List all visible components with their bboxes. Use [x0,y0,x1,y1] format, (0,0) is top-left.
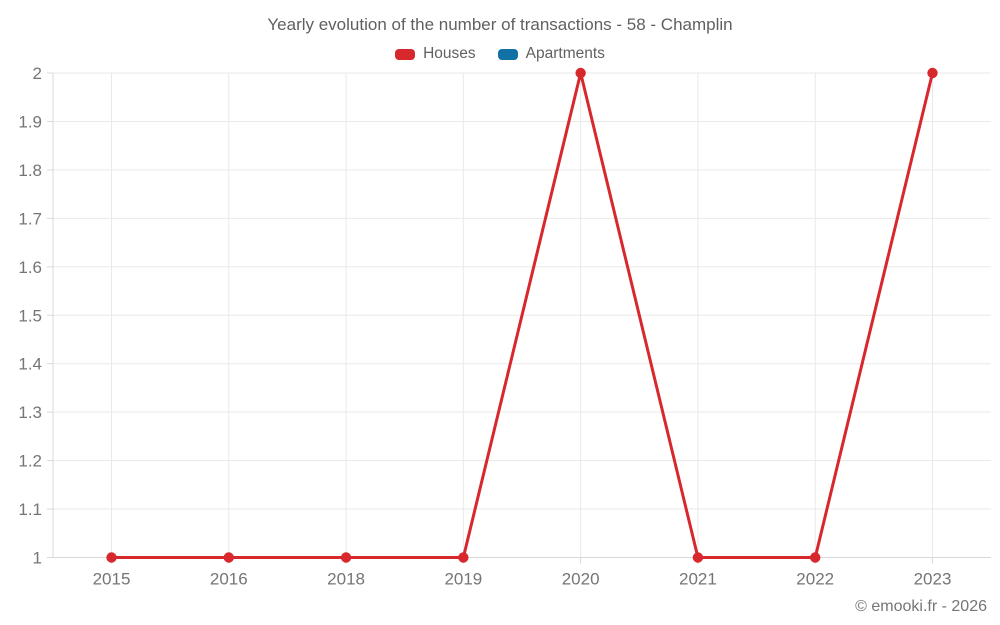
data-point-houses-2020 [575,67,586,79]
x-tick-label: 2023 [914,570,952,589]
y-tick-label: 1 [33,549,42,568]
y-tick-label: 1.7 [18,209,42,228]
x-tick-label: 2016 [210,570,248,589]
y-tick-label: 1.6 [18,258,42,277]
legend-label-houses: Houses [423,45,476,62]
x-tick-label: 2021 [679,570,717,589]
y-tick-label: 1.2 [18,452,42,471]
axis-labels: 1 1.1 1.2 1.3 1.4 1.5 1.6 1.7 1.8 1.9 2 2015 2016 201… [18,64,951,589]
data-point-houses-2018 [340,552,352,563]
y-tick-label: 2 [33,64,42,83]
legend-item-houses[interactable]: Houses [395,45,476,63]
data-point-houses-2022 [810,552,821,563]
data-point-houses-2019 [458,552,469,563]
axes [47,72,991,564]
series-line-houses [110,71,934,559]
data-point-houses-2016 [223,552,234,563]
y-tick-label: 1.1 [18,500,42,519]
legend-item-apartments[interactable]: Apartments [497,45,605,63]
legend-swatch-houses [395,48,416,60]
x-tick-label: 2020 [562,570,600,589]
x-tick-label: 2022 [796,570,834,589]
x-tick-label: 2019 [444,570,482,589]
y-tick-label: 1.5 [18,306,42,325]
legend-label-apartments: Apartments [525,45,605,62]
series-houses [106,67,938,563]
y-tick-label: 1.8 [18,161,42,180]
data-point-houses-2023 [927,67,938,79]
chart-title: Yearly evolution of the number of transa… [267,15,733,34]
data-point-houses-2015 [106,552,117,563]
y-tick-label: 1.3 [18,403,42,422]
copyright-text: © emooki.fr - 2026 [855,598,987,615]
data-point-houses-2021 [692,552,704,563]
y-tick-label: 1.4 [18,355,42,374]
x-tick-label: 2018 [327,570,365,589]
legend-swatch-apartments [497,48,518,60]
x-tick-label: 2015 [93,570,131,589]
y-tick-label: 1.9 [18,112,42,131]
chart-legend: Houses Apartments [0,45,1000,63]
